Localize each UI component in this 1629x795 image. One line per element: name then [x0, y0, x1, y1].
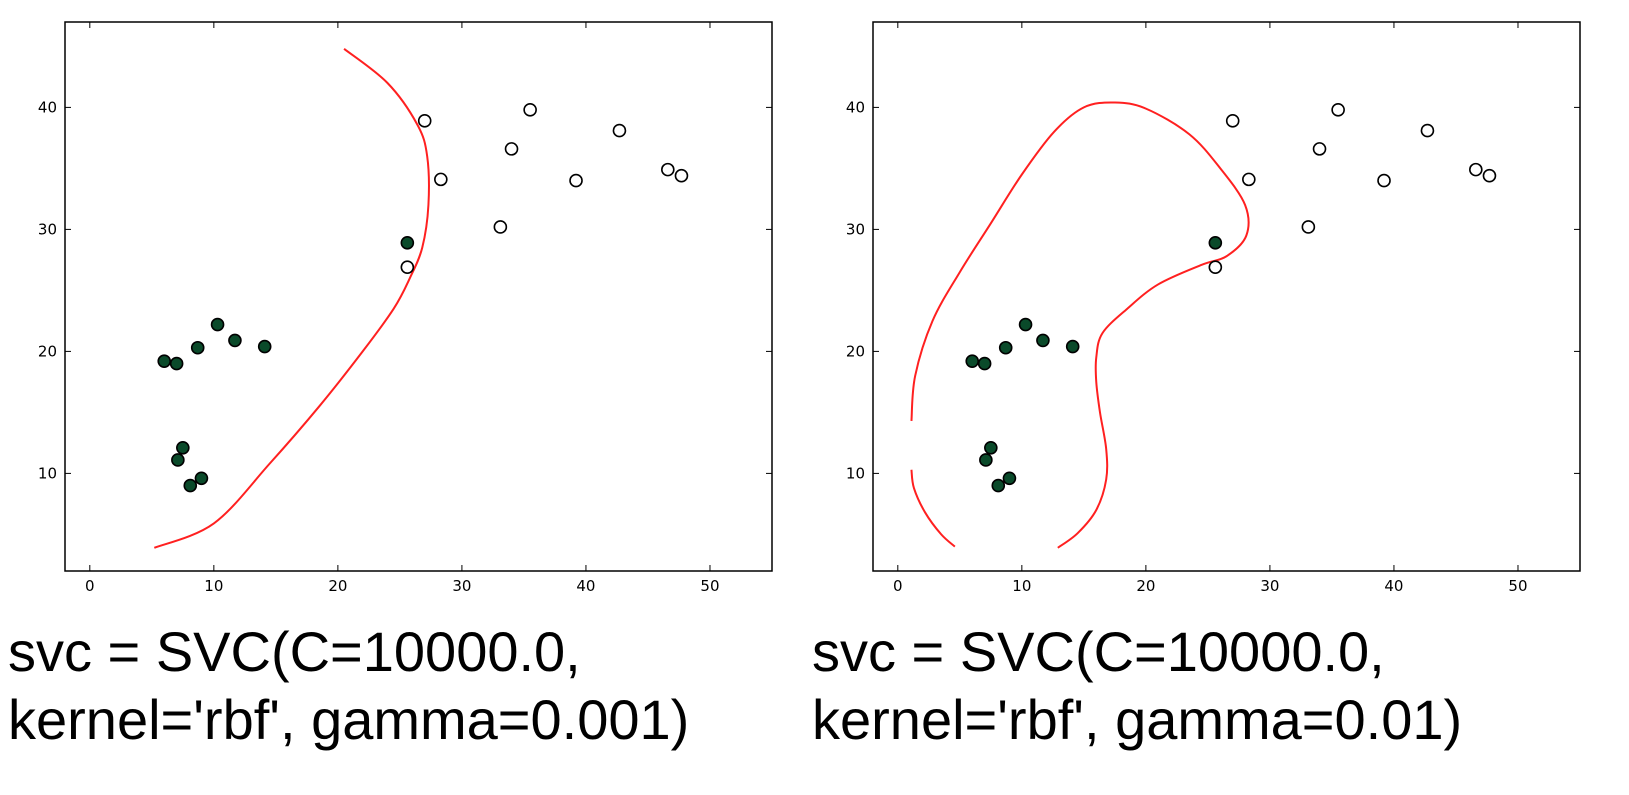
right-filled-point-7 [979, 453, 993, 467]
right-hollow-point-7 [1420, 123, 1435, 138]
left-filled-point-3 [210, 317, 225, 332]
plot-area-right: 0 10 20 30 40 50 10 20 30 40 [846, 21, 1581, 595]
left-xtick-label-2: 20 [328, 577, 347, 595]
chart-left: 0 10 20 30 40 50 10 20 30 40 [38, 21, 773, 595]
caption-left-line2: kernel='rbf', gamma=0.001) [8, 688, 690, 751]
right-filled-point-10 [1208, 236, 1223, 250]
left-hollow-point-3 [493, 220, 508, 234]
right-xtick-label-3: 30 [1260, 577, 1279, 595]
right-hollow-point-4 [1312, 142, 1327, 156]
left-xtick-label-0: 0 [85, 577, 95, 595]
caption-left-line1: svc = SVC(C=10000.0, [8, 620, 581, 683]
right-ytick-label-3: 40 [846, 98, 865, 116]
caption-right-line1: svc = SVC(C=10000.0, [812, 620, 1385, 683]
left-filled-point-9 [194, 471, 209, 486]
left-filled-point-10 [400, 236, 415, 250]
caption-left: svc = SVC(C=10000.0, kernel='rbf', gamma… [8, 618, 689, 754]
right-hollow-point-1 [1242, 172, 1256, 187]
left-filled-point-7 [171, 453, 185, 467]
right-filled-point-4 [1036, 333, 1050, 348]
left-decision-boundary-0 [153, 48, 430, 549]
left-hollow-point-2 [400, 260, 415, 275]
left-hollow-point-5 [523, 103, 537, 117]
right-hollow-point-3 [1301, 220, 1316, 234]
right-filled-point-5 [1065, 339, 1080, 354]
left-filled-point-5 [257, 339, 272, 354]
right-filled-point-1 [977, 356, 992, 371]
left-filled-point-8 [183, 478, 198, 493]
right-filled-point-8 [991, 478, 1006, 493]
left-axes-frame [64, 21, 773, 572]
right-decision-boundary-0 [910, 101, 1250, 549]
left-hollow-point-0 [417, 114, 432, 128]
right-hollow-point-2 [1208, 260, 1223, 275]
right-xtick-label-1: 10 [1012, 577, 1031, 595]
right-decision-boundary-1 [910, 469, 956, 548]
right-hollow-point-5 [1331, 103, 1345, 117]
right-xtick-label-4: 40 [1384, 577, 1403, 595]
left-hollow-point-6 [569, 173, 583, 188]
left-filled-point-4 [228, 333, 242, 348]
right-hollow-point-6 [1377, 173, 1391, 188]
right-filled-point-0 [965, 354, 980, 368]
caption-right: svc = SVC(C=10000.0, kernel='rbf', gamma… [812, 618, 1462, 754]
right-ytick-label-1: 20 [846, 342, 865, 360]
left-hollow-point-4 [504, 142, 519, 156]
left-ytick-label-1: 20 [38, 342, 57, 360]
right-ytick-label-2: 30 [846, 220, 865, 238]
right-xtick-label-0: 0 [893, 577, 903, 595]
left-xtick-label-4: 40 [576, 577, 595, 595]
left-ytick-label-3: 40 [38, 98, 57, 116]
left-ytick-label-2: 30 [38, 220, 57, 238]
left-ytick-label-0: 10 [38, 464, 57, 482]
right-filled-point-6 [984, 440, 998, 455]
right-hollow-point-8 [1469, 162, 1483, 177]
left-xtick-label-3: 30 [452, 577, 471, 595]
caption-right-line2: kernel='rbf', gamma=0.01) [812, 688, 1463, 751]
right-xtick-label-5: 50 [1508, 577, 1527, 595]
left-xtick-label-1: 10 [204, 577, 223, 595]
right-hollow-point-0 [1225, 114, 1240, 128]
right-filled-point-2 [998, 340, 1013, 355]
left-filled-point-2 [190, 340, 205, 355]
right-filled-point-3 [1018, 317, 1033, 332]
left-hollow-point-7 [612, 123, 627, 138]
chart-right: 0 10 20 30 40 50 10 20 30 40 [846, 21, 1581, 595]
plot-area-left: 0 10 20 30 40 50 10 20 30 40 [38, 21, 773, 595]
right-hollow-point-9 [1482, 168, 1497, 183]
left-hollow-point-9 [674, 168, 689, 183]
right-axes-frame [872, 21, 1581, 572]
left-hollow-point-1 [434, 172, 448, 187]
right-xtick-label-2: 20 [1136, 577, 1155, 595]
left-filled-point-1 [169, 356, 184, 371]
left-filled-point-6 [176, 440, 190, 455]
right-ytick-label-0: 10 [846, 464, 865, 482]
left-hollow-point-8 [661, 162, 675, 177]
left-xtick-label-5: 50 [700, 577, 719, 595]
right-filled-point-9 [1002, 471, 1017, 486]
left-filled-point-0 [157, 354, 172, 368]
